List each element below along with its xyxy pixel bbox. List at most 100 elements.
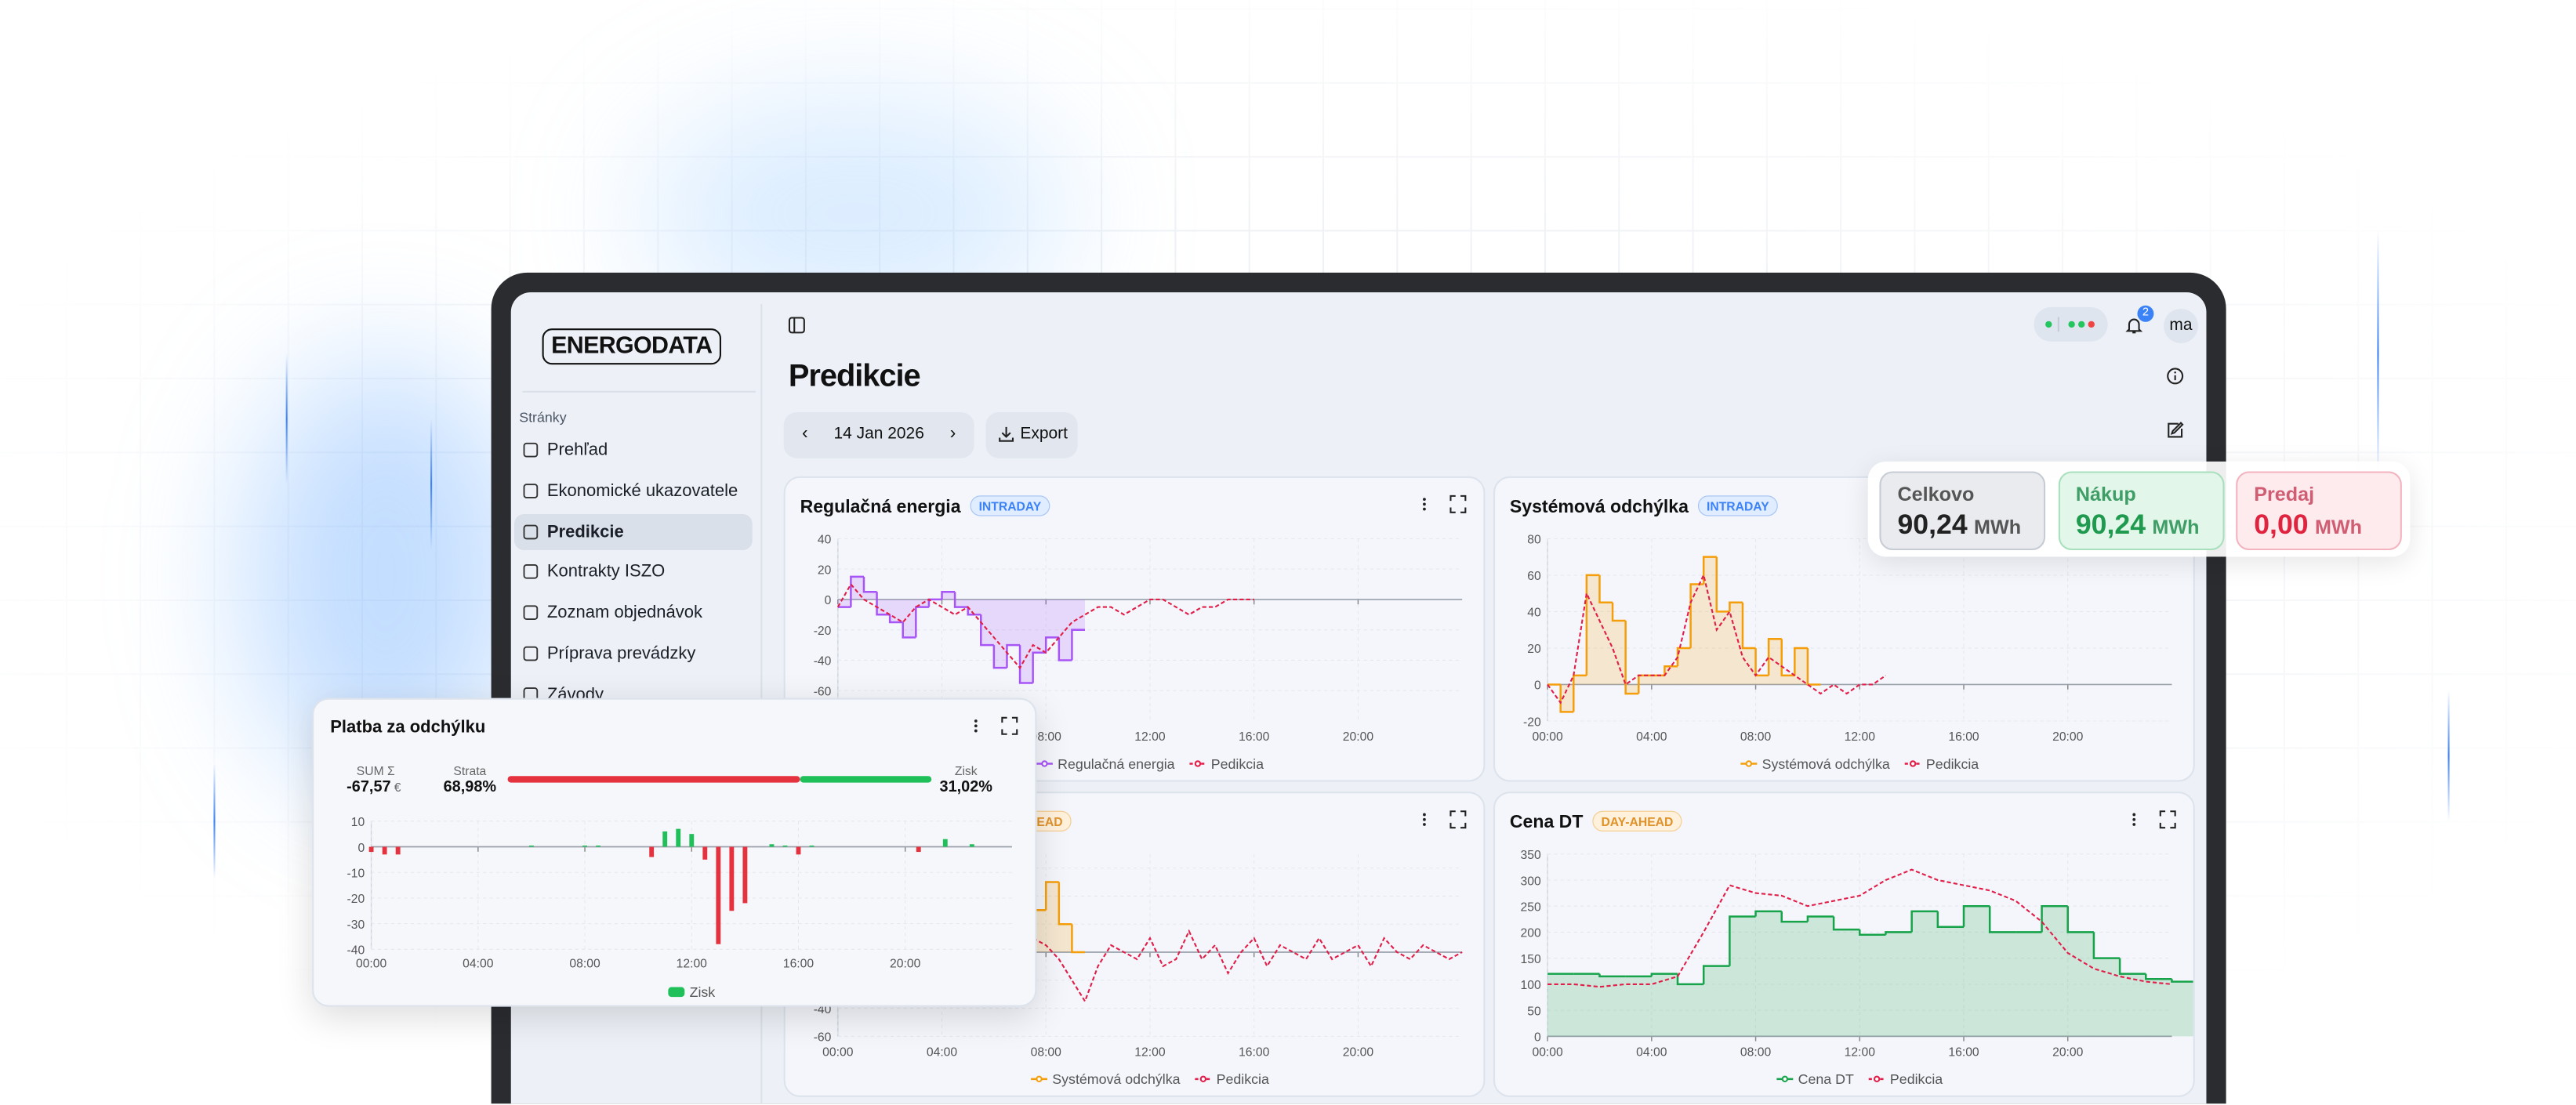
step-line xyxy=(1664,665,1678,676)
x-tick-label: 16:00 xyxy=(1239,730,1270,744)
step-area xyxy=(863,592,877,600)
loss-bar xyxy=(507,776,800,783)
legend-item[interactable]: Pedikcia xyxy=(1904,756,1979,772)
step-area xyxy=(1964,906,1990,1037)
expand-icon[interactable] xyxy=(1449,495,1467,513)
x-tick-label: 16:00 xyxy=(783,957,815,970)
avatar[interactable]: ma xyxy=(2163,308,2198,343)
y-tick-label: -20 xyxy=(814,625,832,638)
bar xyxy=(596,845,601,847)
bell-icon[interactable] xyxy=(2124,315,2144,335)
legend-item[interactable]: Regulačná energia xyxy=(1036,756,1175,772)
step-area xyxy=(1020,599,1033,683)
payment-card: Platba za odchýlku SUM Σ -67,57 € Strata 68,9… xyxy=(312,697,1037,1007)
x-tick-label: 16:00 xyxy=(1948,1046,1979,1060)
step-area xyxy=(1755,675,1769,685)
nav-icon xyxy=(523,524,539,539)
y-tick-label: 20 xyxy=(1527,643,1541,656)
step-line xyxy=(1910,910,1938,933)
legend-label: Pedikcia xyxy=(1211,756,1264,772)
card-actions[interactable] xyxy=(2132,810,2176,829)
expand-icon[interactable] xyxy=(1449,810,1467,829)
step-series xyxy=(1547,556,1821,713)
nav-item[interactable]: Prehľad xyxy=(546,440,608,460)
step-line xyxy=(2066,906,2094,933)
next-day[interactable]: › xyxy=(949,423,956,444)
legend-item[interactable]: Pedikcia xyxy=(1189,756,1264,772)
step-line xyxy=(915,606,929,638)
card-actions[interactable] xyxy=(974,716,1018,735)
step-area xyxy=(1781,922,1808,1037)
decor-line xyxy=(2377,230,2379,476)
x-tick-label: 12:00 xyxy=(1134,1046,1166,1060)
loss-value: 68,98% xyxy=(444,778,497,795)
bar xyxy=(529,845,534,847)
legend-item[interactable]: Zisk xyxy=(668,984,715,1000)
x-tick-label: 12:00 xyxy=(1845,1046,1876,1060)
y-tick-label: 0 xyxy=(358,842,365,855)
bar xyxy=(676,828,681,847)
status-dots xyxy=(2045,317,2095,332)
badge: INTRADAY xyxy=(979,501,1042,514)
bar xyxy=(769,844,775,847)
legend: Zisk xyxy=(668,984,715,1000)
step-area xyxy=(1990,932,2016,1037)
summary-label: Predaj xyxy=(2254,483,2315,506)
nav-item[interactable]: Kontrakty ISZO xyxy=(546,562,666,582)
nav-icon xyxy=(523,605,539,621)
nav-item[interactable]: Zoznam objednávok xyxy=(546,603,703,623)
legend-label: Systémová odchýlka xyxy=(1762,756,1890,772)
export-button[interactable] xyxy=(985,412,1078,458)
legend-item[interactable]: Systémová odchýlka xyxy=(1740,756,1890,772)
summary-value-row: 0,00 MWh xyxy=(2254,509,2362,542)
nav-item[interactable]: Predikcie xyxy=(546,521,624,542)
legend-item[interactable]: Cena DT xyxy=(1776,1071,1854,1087)
legend-item[interactable]: Pedikcia xyxy=(1868,1071,1943,1087)
step-area xyxy=(1651,973,1678,1037)
legend-item[interactable]: Systémová odchýlka xyxy=(1031,1071,1181,1087)
export-label[interactable]: Export xyxy=(1020,425,1068,444)
section-label: Stránky xyxy=(519,408,567,426)
y-tick-label: -20 xyxy=(1523,716,1541,729)
step-line xyxy=(1044,881,1059,911)
summary-unit: MWh xyxy=(1974,516,2022,539)
x-tick-label: 00:00 xyxy=(822,1046,854,1060)
card-actions[interactable] xyxy=(1423,495,1467,513)
step-line xyxy=(992,645,1007,669)
step-area xyxy=(2041,906,2068,1037)
step-line xyxy=(980,614,994,647)
step-area xyxy=(1046,882,1059,952)
logo[interactable]: ENERGODATA xyxy=(542,328,721,365)
sidebar-toggle[interactable] xyxy=(787,315,807,335)
x-tick-label: 12:00 xyxy=(1134,730,1166,744)
x-tick-label: 12:00 xyxy=(677,957,708,970)
icon-shape xyxy=(523,483,539,498)
badge-bg xyxy=(1697,495,1778,516)
step-line xyxy=(2171,979,2193,983)
step-area xyxy=(876,599,891,615)
legend-dot xyxy=(1909,760,1917,767)
nav-item[interactable]: Ekonomické ukazovatele xyxy=(546,480,738,501)
step-area xyxy=(1729,916,1756,1037)
x-tick-label: 20:00 xyxy=(1343,1046,1374,1060)
prev-day[interactable]: ‹ xyxy=(802,423,808,444)
x-tick-label: 08:00 xyxy=(1740,730,1772,744)
step-line xyxy=(2092,932,2121,959)
edit-icon[interactable] xyxy=(2165,420,2185,440)
separator xyxy=(522,390,756,393)
badge: INTRADAY xyxy=(1707,501,1769,514)
y-tick-label: 60 xyxy=(1527,570,1541,583)
page-title: Predikcie xyxy=(788,359,921,394)
legend-item[interactable]: Pedikcia xyxy=(1195,1071,1269,1087)
expand-icon[interactable] xyxy=(1001,716,1018,735)
nav-item[interactable]: Príprava prevádzky xyxy=(546,643,696,664)
step-area xyxy=(2171,981,2193,1037)
card-actions[interactable] xyxy=(1423,810,1467,829)
y-tick-label: 0 xyxy=(825,594,832,607)
date[interactable]: 14 Jan 2026 xyxy=(833,425,924,444)
expand-icon[interactable] xyxy=(2159,810,2176,829)
payment-chart: Platba za odchýlku SUM Σ-67,57 € Strata68,9… xyxy=(330,716,1018,1000)
step-series xyxy=(837,575,1086,684)
info-icon[interactable] xyxy=(2165,366,2185,386)
